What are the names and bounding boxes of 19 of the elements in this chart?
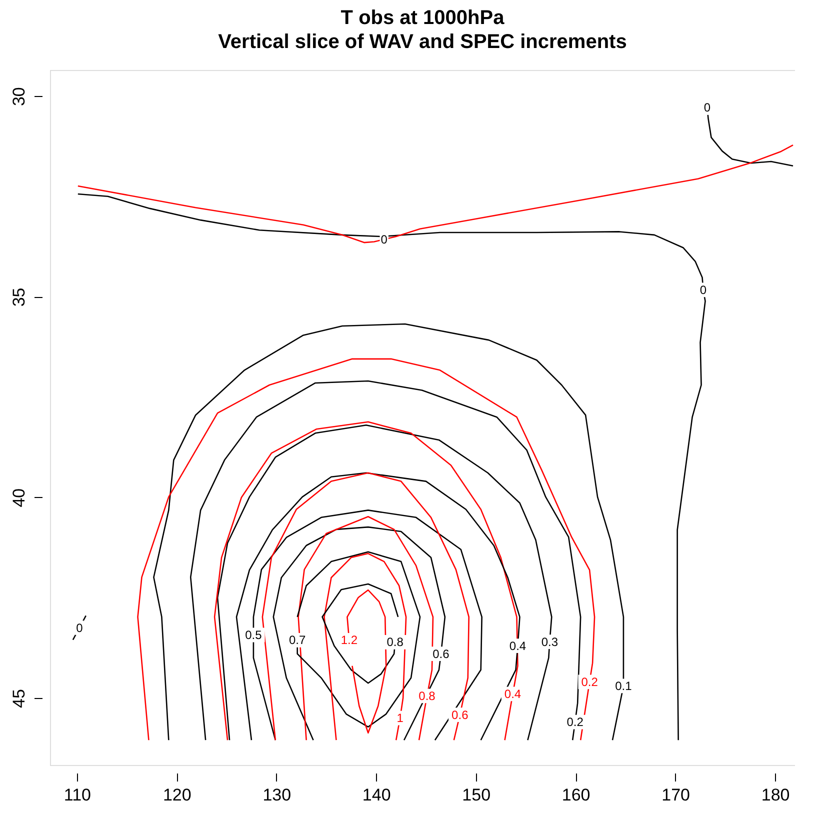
- chart-title: T obs at 1000hPa: [340, 7, 506, 29]
- annotation: 0.1: [615, 678, 632, 693]
- x-tick-label: 150: [462, 786, 491, 804]
- annotation: 0.3: [541, 634, 558, 649]
- y-tick-label: 35: [10, 288, 28, 307]
- x-tick-label: 110: [64, 786, 91, 804]
- x-tick-label: 160: [562, 786, 590, 804]
- chart-subtitle: Vertical slice of WAV and SPEC increments: [218, 31, 627, 53]
- x-tick-label: 130: [262, 786, 292, 804]
- x-tick-label: 140: [362, 786, 391, 804]
- y-tick-label: 45: [10, 689, 28, 708]
- y-tick-label: 40: [10, 488, 28, 508]
- line-series: [77, 144, 794, 244]
- annotation: 1.2: [340, 633, 358, 648]
- y-tick-label: 30: [10, 87, 28, 106]
- line-series: [324, 552, 407, 741]
- x-tick-label: 180: [761, 786, 790, 804]
- x-tick-label: 170: [662, 786, 690, 804]
- x-tick-label: 120: [162, 786, 192, 804]
